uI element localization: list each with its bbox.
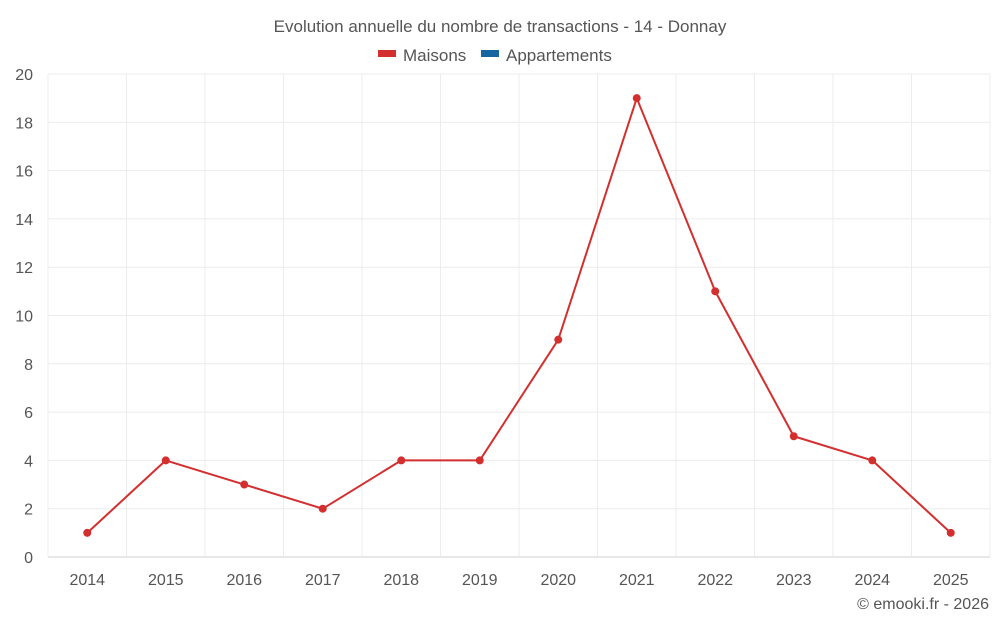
series-line-maisons [86,97,952,534]
chart-title: Evolution annuelle du nombre de transact… [274,17,727,36]
y-tick-label: 12 [15,260,33,277]
x-tick-label: 2021 [619,572,655,589]
x-tick-label: 2017 [305,572,341,589]
legend-label-appartements[interactable]: Appartements [506,46,612,65]
legend-label-maisons[interactable]: Maisons [403,46,466,65]
data-point[interactable] [711,287,720,296]
y-tick-label: 16 [15,164,33,181]
x-tick-label: 2022 [697,572,733,589]
x-tick-label: 2020 [540,572,576,589]
x-tick-label: 2018 [383,572,419,589]
x-tick-label: 2016 [226,572,262,589]
y-tick-label: 2 [24,502,33,519]
x-tick-label: 2023 [776,572,812,589]
data-point[interactable] [397,456,406,465]
data-point[interactable] [240,480,249,489]
x-tick-label: 2014 [69,572,105,589]
legend-swatch-appartements[interactable] [481,50,499,57]
y-tick-label: 8 [24,357,33,374]
y-tick-label: 0 [24,550,33,567]
credit-text: © emooki.fr - 2026 [857,596,989,613]
data-point[interactable] [554,335,563,344]
data-point[interactable] [868,456,877,465]
x-tick-label: 2024 [854,572,890,589]
y-axis: 0 2 4 6 8 10 12 14 16 18 20 [15,67,33,567]
data-point[interactable] [475,456,484,465]
y-tick-label: 4 [24,453,33,470]
y-tick-label: 20 [15,67,33,84]
x-tick-label: 2019 [462,572,498,589]
grid [47,73,991,558]
series-maisons [83,94,955,537]
x-tick-label: 2015 [148,572,184,589]
legend-swatch-maisons[interactable] [378,50,396,57]
data-point[interactable] [161,456,170,465]
y-tick-label: 10 [15,309,33,326]
y-tick-label: 18 [15,115,33,132]
data-point[interactable] [318,504,327,513]
data-point[interactable] [789,432,798,441]
x-axis: 2014 2015 2016 2017 2018 2019 2020 2021 2022 2023… [69,572,968,589]
data-point[interactable] [946,528,955,537]
y-tick-label: 6 [24,405,33,422]
x-tick-label: 2025 [933,572,969,589]
y-tick-label: 14 [15,212,33,229]
data-point[interactable] [83,528,92,537]
legend: Maisons Appartements [378,46,612,65]
data-point[interactable] [632,94,641,103]
